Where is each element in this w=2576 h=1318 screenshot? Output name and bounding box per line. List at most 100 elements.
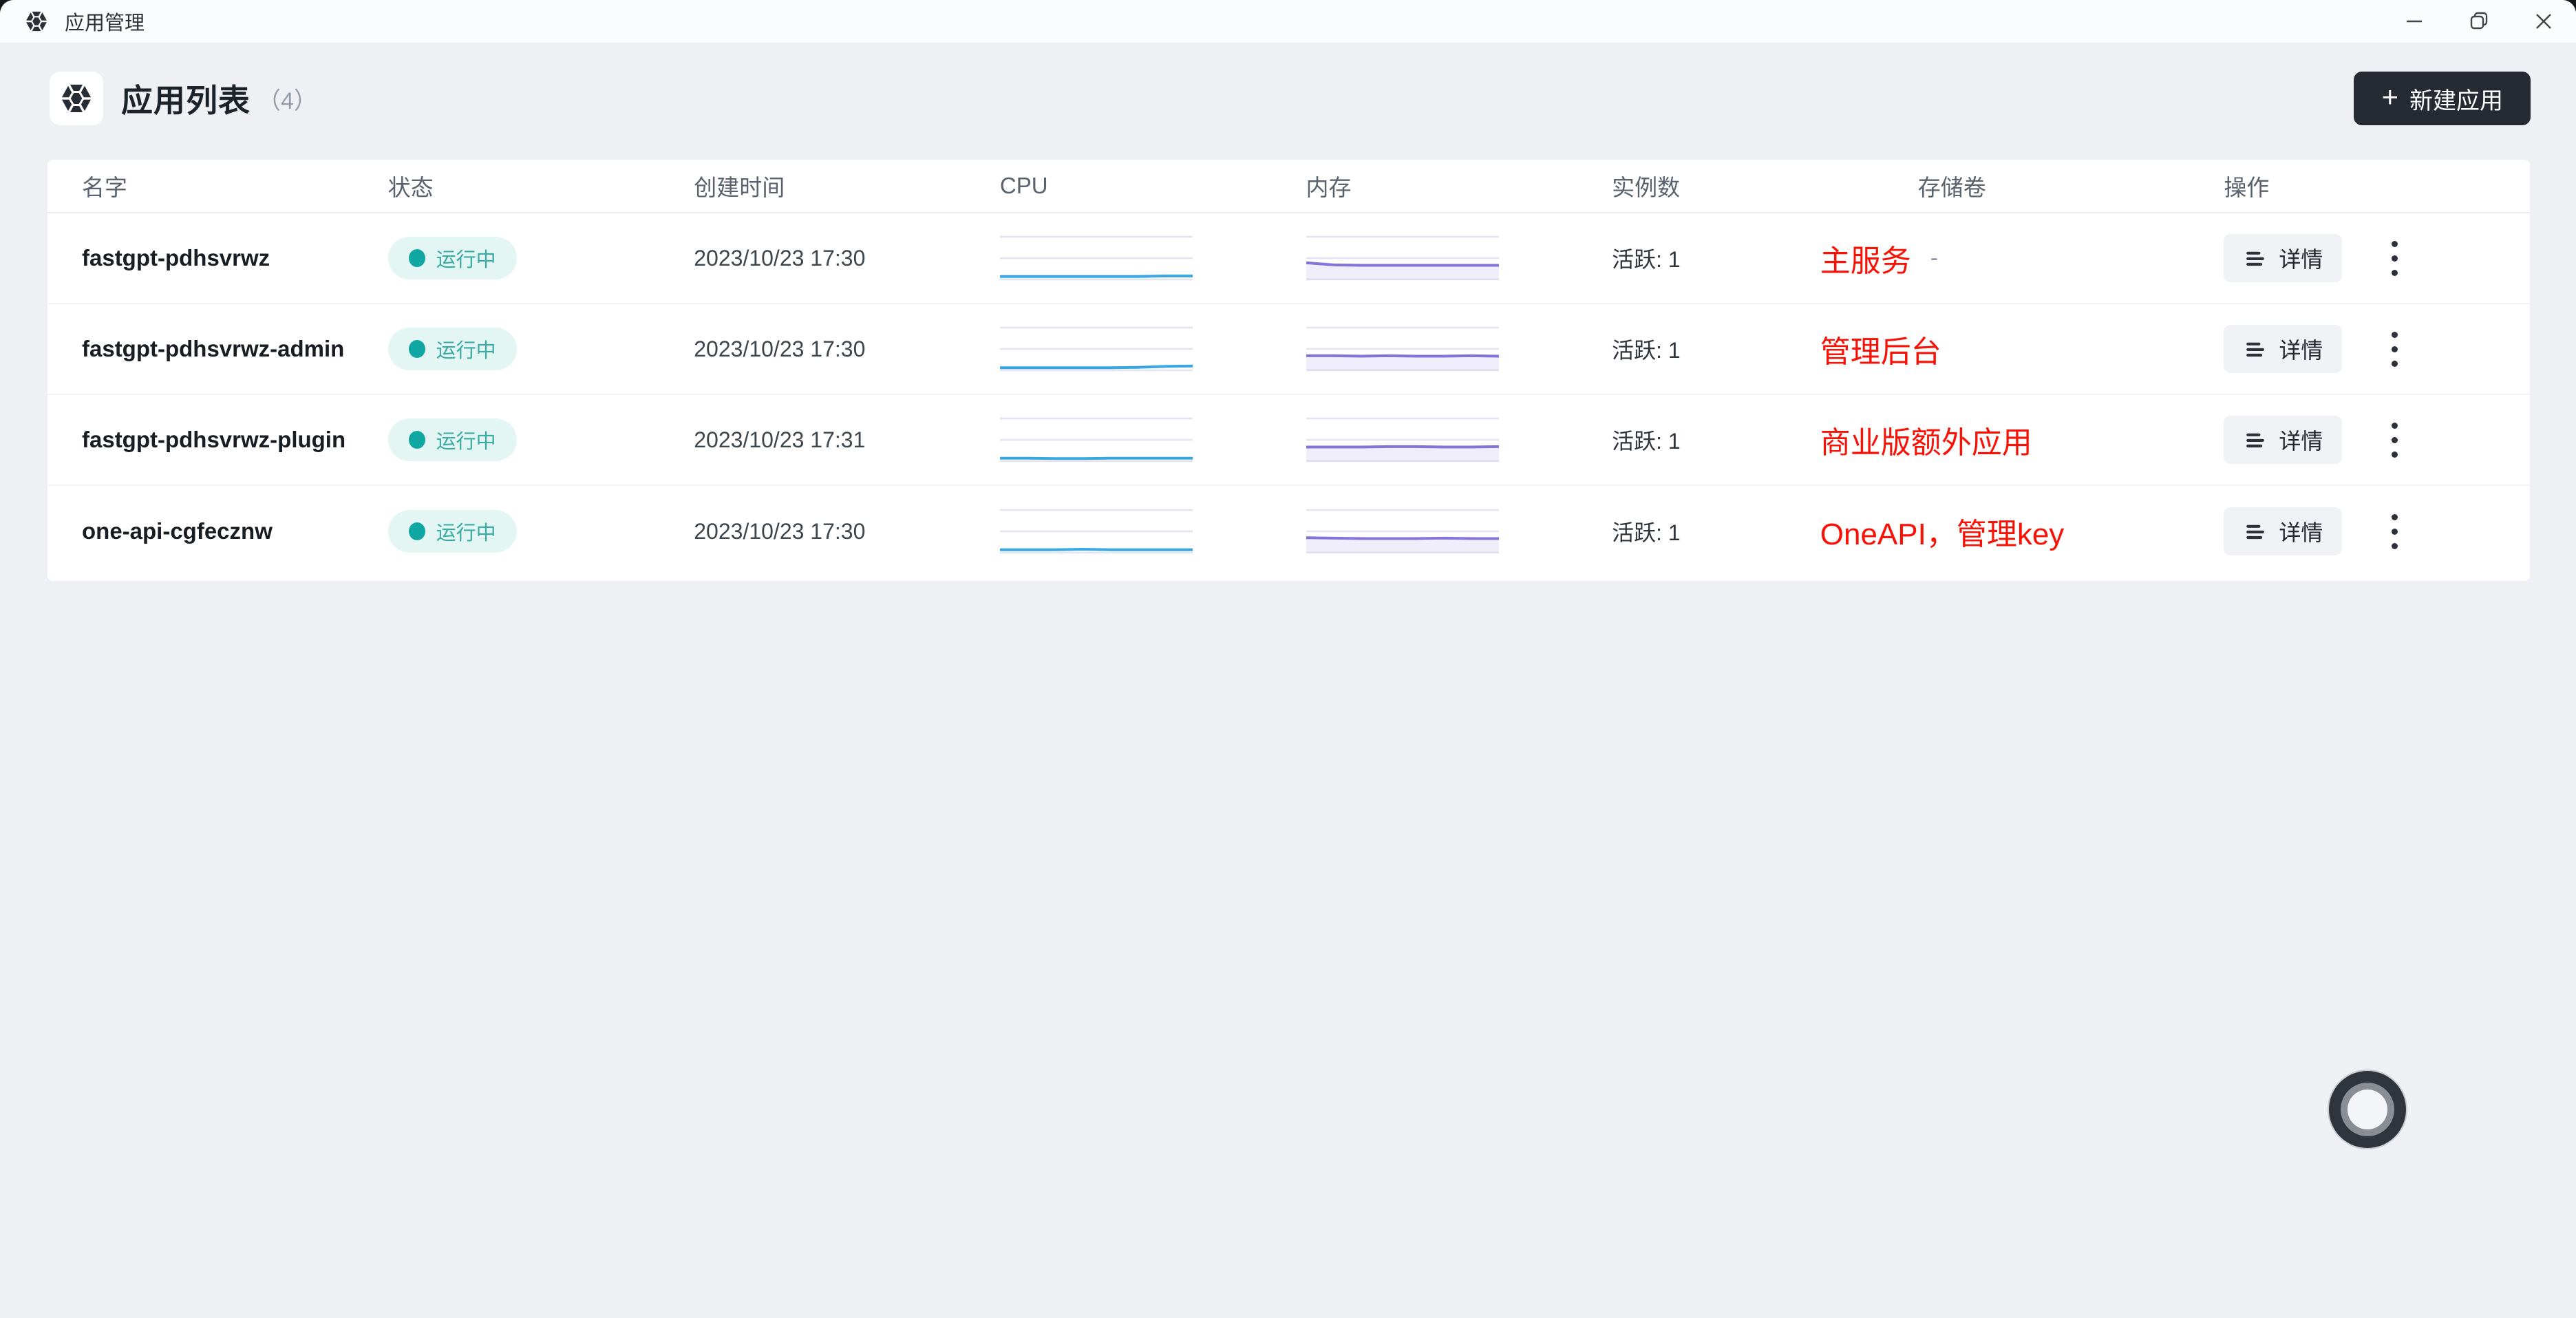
status-dot-icon [408,431,425,449]
detail-button[interactable]: 详情 [2224,416,2343,464]
more-actions-kebab-button[interactable] [2385,507,2405,556]
memory-sparkline [1306,417,1499,463]
status-badge: 运行中 [387,418,517,461]
status-badge: 运行中 [387,328,517,370]
status-badge: 运行中 [387,510,517,553]
kebab-dot [2392,451,2398,458]
restore-button[interactable] [2447,0,2511,43]
kebab-dot [2392,542,2398,549]
kebab-dot [2392,255,2398,262]
detail-lines-icon [2246,524,2265,540]
red-annotation: 主服务 [1820,244,1911,278]
more-actions-kebab-button[interactable] [2385,325,2405,374]
col-header-instances: 实例数 [1612,175,1681,200]
status-dot-icon [408,522,425,540]
kebab-dot [2392,360,2398,367]
restore-icon [2470,12,2488,30]
col-header-cpu: CPU [999,173,1048,198]
more-actions-kebab-button[interactable] [2385,234,2405,283]
table-header-row: 名字 状态 创建时间 CPU 内存 实例数 存储卷 操作 [47,160,2530,213]
kebab-dot [2392,528,2398,535]
status-dot-icon [408,249,425,267]
app-name: one-api-cgfecznw [82,518,273,544]
created-time: 2023/10/23 17:30 [694,518,866,544]
volume-value: - [1930,244,1939,271]
close-button[interactable] [2511,0,2576,43]
kebab-dot [2392,436,2398,443]
table-row[interactable]: fastgpt-pdhsvrwz-admin 运行中 2023/10/23 17… [47,304,2530,395]
memory-sparkline [1306,235,1499,281]
instances-count: 活跃: 1 [1612,338,1681,363]
detail-button[interactable]: 详情 [2224,234,2343,282]
app-list-icon-box [50,72,103,125]
page-title: 应用列表 [121,83,251,118]
minimize-icon [2407,20,2422,23]
minimize-button[interactable] [2382,0,2447,43]
status-label: 运行中 [436,249,496,271]
col-header-volume: 存储卷 [1917,175,1986,200]
app-name: fastgpt-pdhsvrwz [82,245,270,270]
kebab-dot [2392,269,2398,276]
detail-button-label: 详情 [2279,247,2323,272]
floating-assistant-core [2348,1090,2387,1129]
red-annotation: 管理后台 [1820,335,1941,369]
window-controls [2382,0,2576,43]
created-time: 2023/10/23 17:30 [694,336,866,361]
col-header-status: 状态 [387,175,434,200]
detail-button-label: 详情 [2279,338,2323,363]
page-header: 应用列表 （4） + 新建应用 [50,72,2531,125]
detail-lines-icon [2246,433,2265,448]
detail-button-label: 详情 [2279,429,2323,454]
app-name: fastgpt-pdhsvrwz-plugin [82,427,346,452]
new-app-button-label: 新建应用 [2409,87,2503,114]
app-name: fastgpt-pdhsvrwz-admin [82,336,345,361]
status-badge: 运行中 [387,237,517,279]
cpu-sparkline [999,417,1193,463]
cpu-sparkline [999,235,1193,281]
app-table: 名字 状态 创建时间 CPU 内存 实例数 存储卷 操作 fastgpt-pdh… [47,160,2530,581]
col-header-memory: 内存 [1306,175,1352,200]
created-time: 2023/10/23 17:30 [694,245,866,270]
cpu-sparkline [999,326,1193,372]
status-label: 运行中 [436,522,496,544]
new-app-button[interactable]: + 新建应用 [2354,72,2531,125]
detail-lines-icon [2246,342,2265,357]
app-gem-icon [61,84,92,113]
app-gem-icon [25,11,47,32]
kebab-dot [2392,422,2398,429]
detail-button[interactable]: 详情 [2224,507,2343,555]
floating-assistant-button[interactable] [2328,1070,2407,1149]
instances-count: 活跃: 1 [1612,247,1681,272]
col-header-actions: 操作 [2224,175,2270,200]
col-header-name: 名字 [82,175,127,200]
detail-lines-icon [2246,251,2265,266]
table-row[interactable]: one-api-cgfecznw 运行中 2023/10/23 17:30 活跃… [47,486,2530,577]
memory-sparkline [1306,509,1499,554]
col-header-created: 创建时间 [694,175,785,200]
created-time: 2023/10/23 17:31 [694,427,866,452]
titlebar: 应用管理 [0,0,2576,43]
cpu-sparkline [999,509,1193,554]
table-row[interactable]: fastgpt-pdhsvrwz-plugin 运行中 2023/10/23 1… [47,395,2530,486]
kebab-dot [2392,331,2398,338]
kebab-dot [2392,346,2398,352]
plus-icon: + [2381,81,2398,113]
app-count: （4） [257,87,317,114]
instances-count: 活跃: 1 [1612,520,1681,545]
detail-button-label: 详情 [2279,520,2323,545]
status-label: 运行中 [436,340,496,362]
more-actions-kebab-button[interactable] [2385,416,2405,465]
status-label: 运行中 [436,431,496,453]
status-dot-icon [408,340,425,358]
kebab-dot [2392,240,2398,247]
memory-sparkline [1306,326,1499,372]
instances-count: 活跃: 1 [1612,429,1681,454]
detail-button[interactable]: 详情 [2224,325,2343,373]
table-row[interactable]: fastgpt-pdhsvrwz 运行中 2023/10/23 17:30 活跃… [47,213,2530,304]
close-icon [2536,14,2551,29]
red-annotation: 商业版额外应用 [1820,426,2032,460]
kebab-dot [2392,513,2398,520]
red-annotation: OneAPI，管理key [1820,518,2065,551]
window-title: 应用管理 [65,12,145,34]
